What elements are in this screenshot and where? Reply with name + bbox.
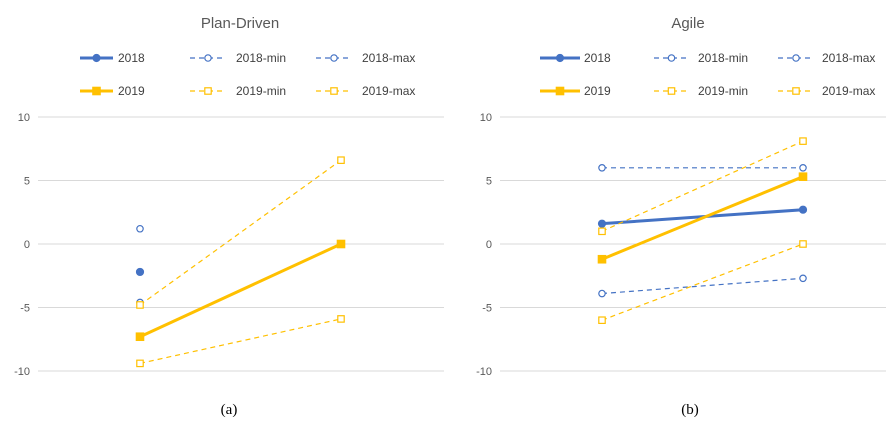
legend-swatch-marker (555, 53, 565, 63)
legend-label: 2018-min (698, 51, 748, 65)
legend-item-2018-max: 2018-max (316, 51, 415, 65)
legend-item-2019: 2019 (80, 84, 145, 98)
legend-item-2018: 2018 (80, 51, 145, 65)
legend-item-2019-max: 2019-max (316, 84, 415, 98)
legend-swatch-marker (204, 54, 212, 62)
y-tick-label: 0 (486, 239, 492, 251)
legend-swatch-marker (92, 53, 101, 63)
y-tick-label: -10 (14, 366, 30, 378)
series-line-2019-max (601, 140, 804, 232)
data-point-2019-max (136, 301, 144, 309)
legend-item-2019-max: 2019-max (778, 84, 875, 98)
series-line-2019 (601, 175, 804, 261)
series-line-2019-min (601, 243, 804, 321)
legend: 2018 2018-min 2018-max 2019 2019-min 2019-max (540, 51, 875, 98)
y-tick-label: 10 (18, 112, 30, 124)
legend-item-2018-min: 2018-min (654, 51, 748, 65)
figure-caption: (a) (221, 402, 238, 418)
legend-swatch-marker (792, 54, 800, 62)
legend-label: 2018-max (822, 51, 875, 65)
legend-swatch-marker (204, 87, 212, 95)
y-tick-label: -5 (482, 303, 492, 315)
data-point-2019-min (136, 359, 144, 368)
legend-swatch-marker (792, 87, 800, 95)
legend-label: 2019 (118, 84, 145, 98)
data-point-2019-min (337, 315, 345, 323)
data-point-2019-min (799, 240, 807, 248)
legend-item-2018: 2018 (540, 51, 611, 65)
data-point-2019-max (598, 227, 606, 236)
data-point-2018-min (799, 274, 807, 283)
legend-swatch-marker (330, 87, 338, 95)
data-point-2018 (597, 219, 607, 228)
legend-swatch-marker (667, 54, 676, 62)
chart-title: Agile (671, 15, 704, 32)
y-tick-label: -5 (20, 303, 30, 315)
legend: 2018 2018-min 2018-max 2019 2019-min 2019-max (80, 51, 415, 98)
data-point-2019-min (598, 316, 606, 325)
y-tick-label: 5 (24, 176, 30, 188)
data-point-2019-max (799, 137, 807, 145)
legend-label: 2019-min (236, 84, 286, 98)
data-point-2019 (597, 254, 607, 264)
legend-swatch-marker (667, 87, 676, 95)
legend-item-2019: 2019 (540, 84, 611, 98)
legend-swatch-marker (555, 86, 565, 96)
legend-item-2019-min: 2019-min (654, 84, 748, 98)
y-tick-label: -10 (476, 366, 492, 378)
legend-label: 2019 (584, 84, 611, 98)
legend-item-2018-max: 2018-max (778, 51, 875, 65)
data-point-2019-max (337, 156, 345, 164)
data-point-2019 (336, 239, 346, 249)
data-point-2018-max (598, 164, 606, 172)
data-point-2018 (798, 205, 808, 214)
chart-plan-driven: Plan-Driven 10 5 0 -5 -10 2018 2018-min 2018-max… (14, 15, 444, 418)
chart-title: Plan-Driven (201, 15, 279, 32)
y-tick-label: 5 (486, 176, 492, 188)
y-tick-label: 0 (24, 239, 30, 251)
data-point-2018 (135, 267, 145, 277)
data-point-2019 (798, 172, 808, 181)
data-point-2018-max (799, 164, 807, 172)
legend-item-2019-min: 2019-min (190, 84, 286, 98)
series-line-2019-max (139, 159, 342, 306)
data-point-2019 (135, 332, 145, 342)
legend-label: 2019-max (822, 84, 875, 98)
y-tick-label: 10 (480, 112, 492, 124)
legend-label: 2019-max (362, 84, 415, 98)
series-line-2019 (139, 242, 342, 339)
legend-label: 2018 (118, 51, 145, 65)
series-line-2019-min (139, 318, 342, 364)
figure-caption: (b) (681, 402, 699, 418)
legend-item-2018-min: 2018-min (190, 51, 286, 65)
legend-label: 2019-min (698, 84, 748, 98)
legend-swatch-marker (330, 54, 338, 62)
legend-swatch-marker (92, 86, 101, 96)
legend-label: 2018-max (362, 51, 415, 65)
series-line-2018-min (601, 277, 804, 295)
data-point-2018-max (136, 224, 144, 233)
legend-label: 2018-min (236, 51, 286, 65)
data-point-2018-min (598, 289, 606, 298)
legend-label: 2018 (584, 51, 611, 65)
